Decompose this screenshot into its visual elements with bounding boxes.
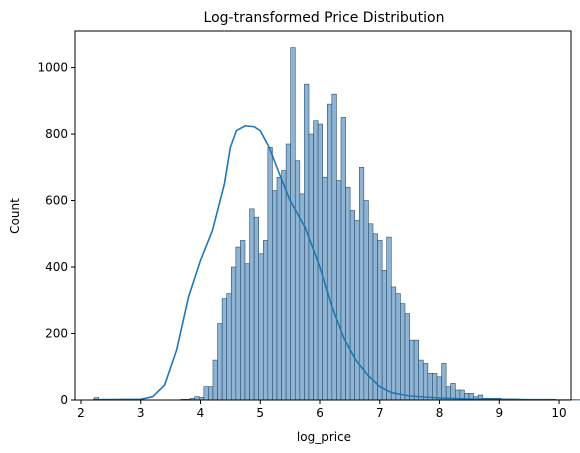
- histogram-bar: [217, 323, 223, 401]
- histogram-bar: [290, 47, 296, 401]
- histogram-bar: [235, 246, 241, 401]
- histogram-bar: [240, 240, 246, 401]
- histogram-bar: [212, 359, 218, 401]
- histogram-bar: [249, 208, 255, 401]
- histogram-bar: [450, 383, 456, 401]
- x-tick-label: 4: [197, 406, 205, 420]
- y-axis-ticks: 0 200 400 600 800 1000: [37, 61, 75, 407]
- histogram-bar: [354, 220, 360, 401]
- histogram-bar: [418, 359, 424, 401]
- x-tick-label: 3: [137, 406, 145, 420]
- x-tick-label: 8: [436, 406, 444, 420]
- histogram-bar: [336, 180, 342, 401]
- y-tick-label: 400: [45, 260, 68, 274]
- chart-title: Log-transformed Price Distribution: [204, 10, 445, 26]
- histogram-bar: [432, 373, 438, 401]
- histogram-bar: [413, 339, 420, 401]
- histogram-bar: [221, 298, 228, 401]
- x-tick-label: 5: [256, 406, 264, 420]
- histogram-bar: [381, 270, 388, 401]
- histogram-bar: [262, 240, 269, 401]
- y-tick-label: 200: [45, 327, 68, 341]
- kde-curve-group: [92, 124, 554, 401]
- y-tick-label: 600: [45, 194, 68, 208]
- histogram-bar: [230, 266, 237, 401]
- x-tick-label: 6: [316, 406, 324, 420]
- histogram-bar: [267, 147, 273, 401]
- x-axis-label: log_price: [297, 430, 351, 444]
- histogram-bar: [203, 386, 209, 401]
- histogram-bar: [349, 210, 356, 401]
- histogram-bar: [244, 263, 250, 401]
- histogram-bar: [208, 386, 214, 401]
- histogram-bar: [441, 363, 447, 401]
- histogram-bar: [272, 190, 278, 401]
- histogram-bar: [294, 160, 301, 401]
- histogram-bar: [395, 293, 401, 401]
- x-tick-label: 2: [77, 406, 85, 420]
- histogram-bar: [427, 373, 433, 401]
- histogram-bar: [308, 133, 314, 401]
- x-tick-label: 7: [376, 406, 384, 420]
- x-axis-ticks: 2 3 4 5 6 7 8 9 10: [77, 400, 567, 420]
- histogram-bar: [281, 170, 287, 401]
- histogram-bar: [422, 363, 429, 401]
- histogram-bar: [377, 240, 383, 401]
- histogram-bar: [372, 233, 378, 401]
- histogram-bars: [93, 47, 580, 401]
- histogram-bar: [404, 313, 410, 401]
- histogram-bar: [285, 143, 292, 401]
- y-tick-label: 800: [45, 127, 68, 141]
- plot-frame: [74, 30, 572, 401]
- histogram-bar: [331, 93, 337, 401]
- histogram-bar: [326, 103, 333, 401]
- histogram-bar: [436, 376, 442, 401]
- x-tick-label: 10: [551, 406, 566, 420]
- histogram-bar: [253, 216, 260, 401]
- histogram-bar: [276, 176, 282, 401]
- histogram-bar: [340, 117, 346, 401]
- histogram-bar: [258, 253, 264, 401]
- histogram-bar: [345, 186, 351, 401]
- histogram-bar: [304, 83, 310, 401]
- histogram-bar: [386, 236, 392, 401]
- kde-line: [92, 124, 554, 401]
- histogram-bar: [390, 286, 397, 401]
- x-tick-label: 9: [495, 406, 503, 420]
- histogram-bar: [226, 293, 232, 401]
- y-tick-label: 0: [60, 393, 68, 407]
- y-tick-label: 1000: [37, 61, 68, 75]
- histogram-bar: [409, 339, 415, 401]
- y-axis-label: Count: [8, 198, 22, 234]
- histogram-bar: [368, 223, 374, 401]
- histogram-bar: [400, 303, 406, 401]
